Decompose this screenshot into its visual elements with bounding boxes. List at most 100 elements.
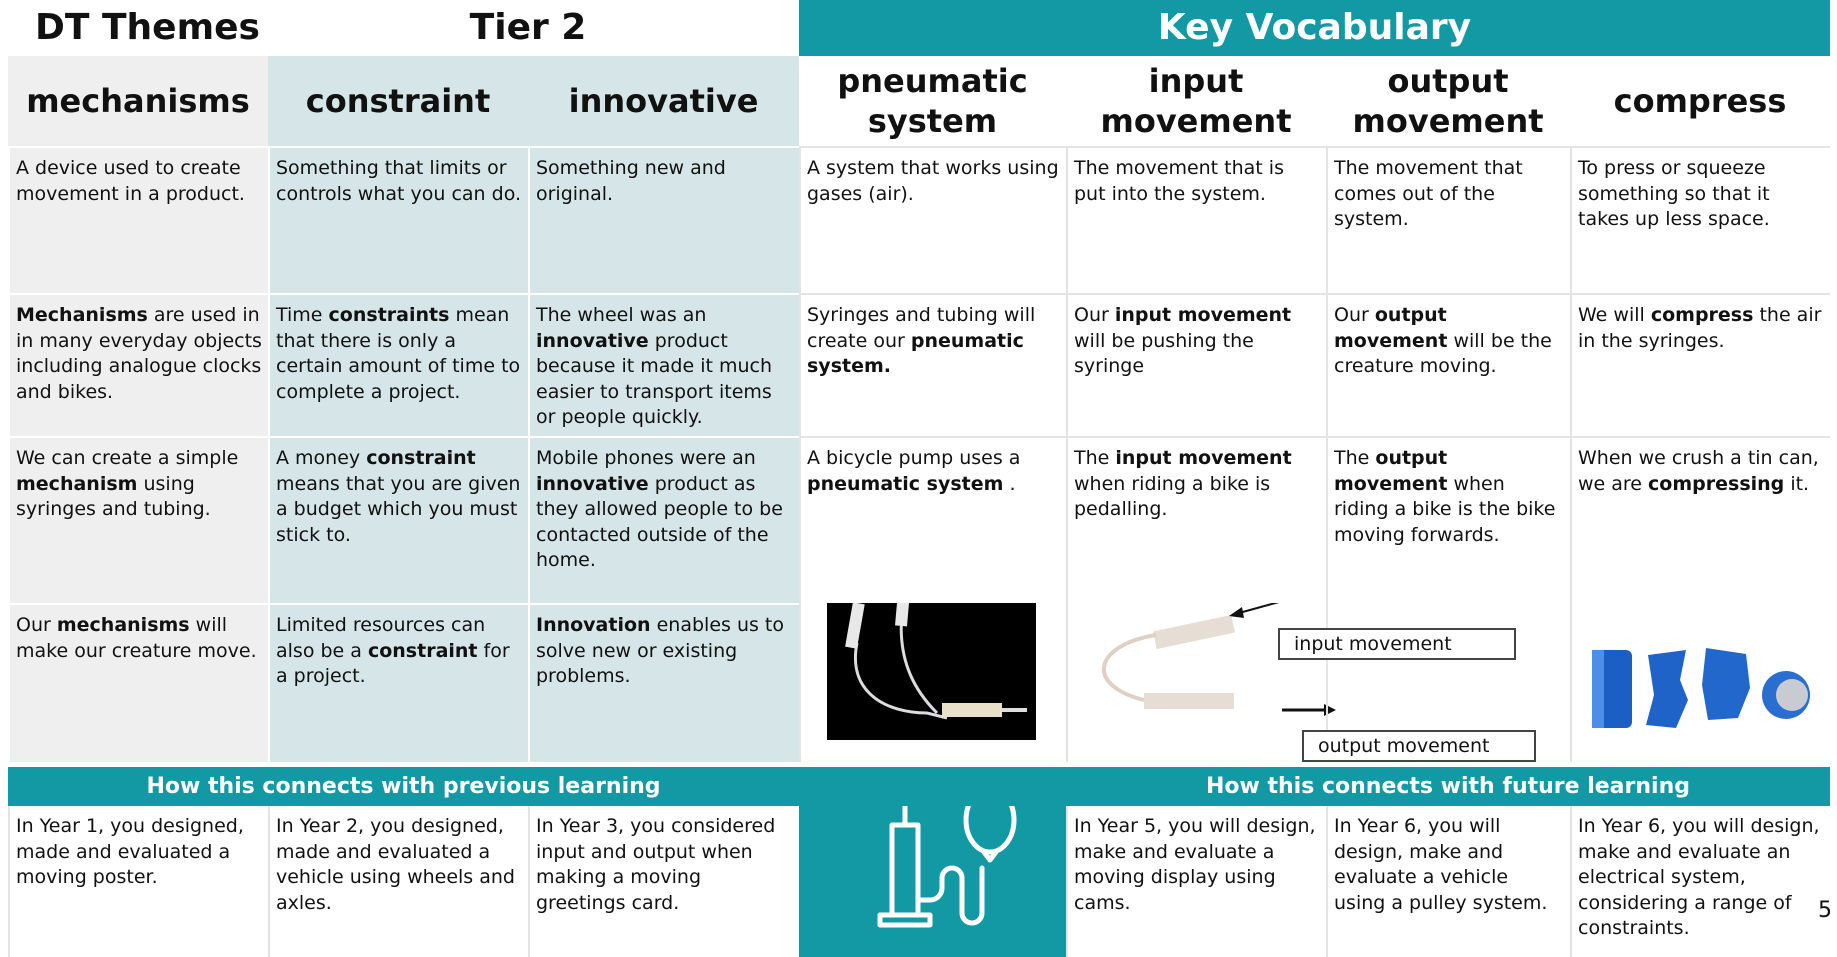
vocab-cell: The output movement when riding a bike i… [1326, 436, 1570, 603]
text-run: We can create a simple [16, 447, 239, 469]
text-run: when riding a bike is the bike moving fo… [1334, 472, 1556, 546]
previous-learning-cell: In Year 1, you designed, made and evalua… [8, 806, 268, 957]
text-run: when riding a bike is pedalling. [1074, 472, 1271, 521]
column-header: mechanisms [8, 56, 268, 146]
bold-term: innovative [536, 472, 649, 495]
column-header: output movement [1326, 56, 1570, 146]
vocab-cell: The movement that is put into the system… [1066, 146, 1326, 293]
column-header: constraint [268, 56, 528, 146]
vocab-cell: A system that works using gases (air). [799, 146, 1066, 293]
text-run: To press or squeeze something so that it… [1578, 157, 1770, 231]
vocab-cell: Our output movement will be the creature… [1326, 293, 1570, 436]
connect-bar [8, 767, 1830, 806]
text-run: Time [276, 304, 329, 326]
bold-term: output movement [1334, 304, 1448, 352]
movement-diagram [1101, 601, 1280, 709]
vocab-cell: A device used to create movement in a pr… [8, 146, 268, 293]
previous-learning-cell: In Year 3, you considered input and outp… [528, 806, 799, 957]
bold-term: innovative [536, 329, 649, 352]
vocab-cell: Our input movement will be pushing the s… [1066, 293, 1326, 436]
text-run: will be the creature moving. [1334, 329, 1552, 378]
text-run: product as they allowed people to be con… [536, 472, 783, 572]
bold-term: mechanism [16, 472, 138, 495]
vocab-cell: A bicycle pump uses a pneumatic system . [799, 436, 1066, 603]
cell-border [1326, 436, 1328, 762]
icon-panel [799, 806, 1066, 957]
text-run: Limited resources can also be a [276, 614, 486, 662]
text-run: The movement that is put into the system… [1074, 157, 1284, 205]
vocab-cell: The input movement when riding a bike is… [1066, 436, 1326, 603]
text-run: Syringes and tubing will create our [807, 304, 1036, 352]
future-learning-title: How this connects with future learning [1205, 774, 1690, 799]
key-vocabulary-title: Key Vocabulary [799, 0, 1830, 56]
text-run: will be pushing the syringe [1074, 329, 1254, 378]
vocab-cell: When we crush a tin can, we are compress… [1570, 436, 1830, 603]
text-run: A money [276, 447, 367, 469]
bold-term: output movement [1334, 447, 1448, 495]
text-run: A system that works using gases (air). [807, 157, 1059, 205]
previous-learning-cell: In Year 2, you designed, made and evalua… [268, 806, 528, 957]
text-run: using syringes and tubing. [16, 472, 211, 521]
text-run: will make our creature move. [16, 614, 257, 662]
text-run: product because it made it much easier t… [536, 329, 773, 429]
bold-term: compressing [1648, 472, 1785, 495]
bold-term: compress [1650, 304, 1754, 326]
column-header: pneumatic system [799, 56, 1066, 146]
text-run: A device used to create movement in a pr… [16, 157, 245, 205]
text-run: When we crush a tin can, we are [1578, 447, 1819, 495]
text-run: The wheel was an [536, 304, 707, 326]
bold-term: input movement [1114, 304, 1292, 326]
text-run: The [1074, 447, 1116, 469]
tier-2-title: Tier 2 [469, 7, 587, 48]
text-run: Something that limits or controls what y… [276, 157, 522, 205]
text-run: A bicycle pump uses a [807, 447, 1021, 469]
text-run: Something new and original. [536, 157, 726, 205]
text-run: Our [1074, 304, 1115, 326]
bold-term: pneumatic system. [807, 329, 1024, 378]
bold-term: Innovation [536, 614, 651, 636]
vocab-cell: Time constraints mean that there is only… [268, 293, 528, 436]
previous-learning-title: How this connects with previous learning [146, 774, 661, 799]
dt-themes-title: DT Themes [35, 7, 260, 48]
crushed-cans [1592, 648, 1810, 728]
vocab-cell: To press or squeeze something so that it… [1570, 146, 1830, 293]
future-learning-cell: In Year 6, you will design, make and eva… [1570, 806, 1830, 957]
future-learning-cell: In Year 6, you will design, make and eva… [1326, 806, 1570, 957]
output-label: output movement [1302, 730, 1536, 762]
cell-border [1066, 436, 1068, 762]
bold-term: constraint [367, 639, 478, 662]
text-run: We will [1578, 304, 1651, 326]
text-run: . [1003, 472, 1016, 495]
column-header: compress [1570, 56, 1830, 146]
vocab-cell: Mobile phones were an innovative product… [528, 436, 799, 603]
bold-term: pneumatic system [807, 472, 1004, 495]
vocab-cell: Mechanisms are used in in many everyday … [8, 293, 268, 436]
vocab-cell: Innovation enables us to solve new or ex… [528, 603, 799, 762]
text-run: Our [16, 614, 57, 636]
vocab-cell: Something that limits or controls what y… [268, 146, 528, 293]
bold-term: constraints [328, 304, 450, 326]
future-learning-cell: In Year 5, you will design, make and eva… [1066, 806, 1326, 957]
bold-term: mechanisms [56, 614, 190, 636]
column-header: innovative [528, 56, 799, 146]
column-header: input movement [1066, 56, 1326, 146]
bold-term: Mechanisms [16, 304, 148, 326]
page-number: 5 [1818, 898, 1832, 923]
arrow [1282, 704, 1336, 716]
vocab-cell: A money constraint means that you are gi… [268, 436, 528, 603]
cell-border [1570, 436, 1572, 762]
vocab-cell: Our mechanisms will make our creature mo… [8, 603, 268, 762]
vocab-cell: Limited resources can also be a constrai… [268, 603, 528, 762]
input-label: input movement [1278, 628, 1516, 660]
vocab-cell: The movement that comes out of the syste… [1326, 146, 1570, 293]
text-run: for a project. [276, 639, 510, 688]
cell-border [799, 436, 801, 762]
text-run: The [1334, 447, 1376, 469]
vocab-cell: The wheel was an innovative product beca… [528, 293, 799, 436]
text-run: mean that there is only a certain amount… [276, 304, 521, 403]
text-run: The movement that comes out of the syste… [1334, 157, 1523, 231]
text-run: Mobile phones were an [536, 447, 756, 469]
text-run: the air in the syringes. [1578, 304, 1822, 352]
vocab-cell: We will compress the air in the syringes… [1570, 293, 1830, 436]
